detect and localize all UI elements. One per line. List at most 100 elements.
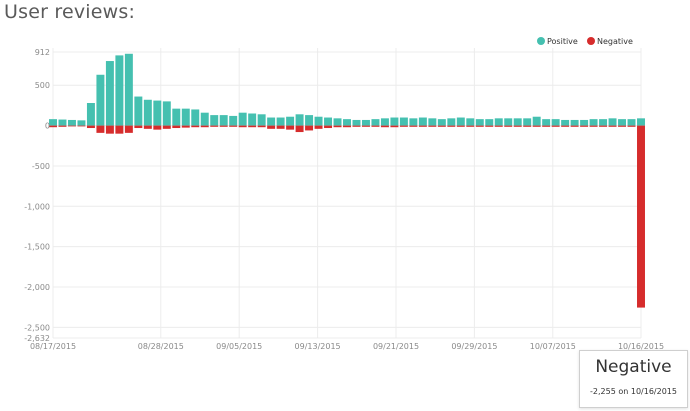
bar-negative[interactable]: [238, 125, 247, 128]
bar-positive[interactable]: [153, 100, 162, 126]
bar-positive[interactable]: [49, 119, 57, 126]
bar-negative[interactable]: [513, 125, 522, 127]
bar-negative[interactable]: [67, 125, 76, 127]
bar-positive[interactable]: [134, 96, 143, 126]
bar-negative[interactable]: [172, 125, 181, 129]
bar-negative[interactable]: [437, 125, 446, 127]
bar-negative[interactable]: [418, 125, 427, 127]
bar-negative[interactable]: [352, 125, 361, 127]
bar-negative[interactable]: [143, 125, 152, 129]
bar-negative[interactable]: [314, 125, 323, 129]
legend-swatch[interactable]: [537, 37, 545, 45]
bar-positive[interactable]: [86, 103, 95, 126]
bar-negative[interactable]: [257, 125, 266, 128]
bar-positive[interactable]: [172, 108, 181, 126]
bar-positive[interactable]: [248, 113, 257, 126]
bar-negative[interactable]: [181, 125, 190, 128]
bar-negative[interactable]: [551, 125, 560, 127]
bar-negative[interactable]: [200, 125, 209, 128]
bar-positive[interactable]: [466, 118, 475, 126]
bar-positive[interactable]: [58, 119, 67, 126]
legend-swatch[interactable]: [587, 37, 595, 45]
bar-positive[interactable]: [390, 117, 399, 126]
bar-positive[interactable]: [523, 118, 532, 126]
bar-positive[interactable]: [276, 117, 285, 126]
bar-positive[interactable]: [447, 118, 456, 126]
bar-positive[interactable]: [229, 115, 238, 126]
bar-negative[interactable]: [267, 125, 276, 129]
bar-positive[interactable]: [504, 118, 513, 126]
bar-positive[interactable]: [115, 55, 124, 126]
bar-positive[interactable]: [361, 119, 370, 126]
bar-negative[interactable]: [276, 125, 285, 129]
bar-negative[interactable]: [286, 125, 295, 130]
bar-negative[interactable]: [333, 125, 342, 128]
bar-positive[interactable]: [580, 119, 589, 126]
bar-negative[interactable]: [105, 125, 114, 134]
bar-positive[interactable]: [238, 112, 247, 126]
bar-negative[interactable]: [485, 125, 494, 127]
bar-negative[interactable]: [343, 125, 351, 128]
bar-positive[interactable]: [513, 118, 522, 126]
bar-negative[interactable]: [248, 125, 257, 128]
bar-positive[interactable]: [599, 119, 608, 126]
legend-label[interactable]: Positive: [547, 37, 578, 46]
bar-negative[interactable]: [361, 125, 370, 127]
bar-positive[interactable]: [608, 118, 617, 126]
bar-negative[interactable]: [390, 125, 399, 128]
bar-negative[interactable]: [58, 125, 67, 127]
bar-positive[interactable]: [352, 119, 361, 126]
bar-negative[interactable]: [599, 125, 608, 127]
bar-positive[interactable]: [428, 118, 437, 126]
bar-positive[interactable]: [96, 74, 105, 126]
bar-positive[interactable]: [561, 119, 570, 126]
legend[interactable]: Positive Negative: [537, 37, 633, 46]
bar-negative[interactable]: [542, 125, 551, 127]
bar-positive[interactable]: [257, 114, 266, 126]
bar-positive[interactable]: [618, 119, 627, 126]
bar-positive[interactable]: [437, 119, 446, 126]
bar-negative[interactable]: [504, 125, 513, 127]
bar-negative[interactable]: [371, 125, 380, 127]
bar-negative[interactable]: [96, 125, 105, 133]
bar-positive[interactable]: [181, 108, 190, 126]
bar-negative[interactable]: [637, 125, 645, 308]
bar-positive[interactable]: [124, 53, 133, 126]
bar-positive[interactable]: [333, 118, 342, 126]
legend-label[interactable]: Negative: [597, 37, 633, 46]
bar-negative[interactable]: [86, 125, 95, 129]
bar-negative[interactable]: [532, 125, 541, 127]
bar-negative[interactable]: [561, 125, 570, 127]
bar-positive[interactable]: [485, 119, 494, 126]
bar-positive[interactable]: [399, 117, 408, 126]
bar-negative[interactable]: [295, 125, 304, 133]
bar-positive[interactable]: [267, 117, 276, 126]
bar-negative[interactable]: [570, 125, 579, 127]
bar-positive[interactable]: [295, 114, 304, 126]
bar-negative[interactable]: [608, 125, 617, 127]
bar-positive[interactable]: [494, 118, 503, 126]
bar-negative[interactable]: [134, 125, 143, 129]
bar-negative[interactable]: [523, 125, 532, 127]
bar-negative[interactable]: [77, 125, 86, 127]
bar-negative[interactable]: [409, 125, 418, 127]
bar-positive[interactable]: [418, 117, 427, 126]
bar-positive[interactable]: [77, 120, 86, 126]
bar-negative[interactable]: [124, 125, 133, 133]
bar-negative[interactable]: [305, 125, 314, 131]
bar-negative[interactable]: [466, 125, 475, 127]
bar-positive[interactable]: [371, 119, 380, 126]
bar-positive[interactable]: [570, 119, 579, 126]
bar-positive[interactable]: [380, 118, 389, 126]
bar-positive[interactable]: [143, 99, 152, 126]
bar-negative[interactable]: [399, 125, 408, 127]
bar-negative[interactable]: [229, 125, 238, 127]
bar-negative[interactable]: [191, 125, 200, 128]
bar-positive[interactable]: [589, 119, 598, 126]
bar-negative[interactable]: [153, 125, 162, 130]
bar-positive[interactable]: [551, 119, 560, 126]
bar-positive[interactable]: [542, 119, 551, 126]
bar-negative[interactable]: [219, 125, 228, 127]
bar-negative[interactable]: [428, 125, 437, 127]
bar-negative[interactable]: [380, 125, 389, 128]
